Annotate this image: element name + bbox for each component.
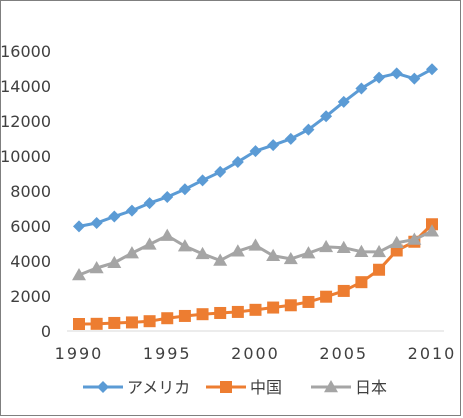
data-point: [320, 290, 333, 303]
data-point: [125, 204, 138, 217]
data-point: [124, 246, 139, 259]
data-point: [284, 299, 297, 312]
data-point: [161, 312, 174, 325]
x-tick-label: 1995: [143, 344, 192, 363]
data-point: [178, 309, 191, 322]
y-tick-label: 8000: [10, 182, 51, 201]
data-point: [389, 235, 404, 249]
legend-swatch-marker: [324, 380, 338, 393]
data-point: [73, 220, 85, 233]
data-point: [248, 238, 263, 251]
data-point: [355, 276, 368, 289]
data-point: [90, 217, 103, 230]
data-point: [196, 308, 209, 321]
data-point: [196, 174, 209, 187]
data-point: [231, 155, 244, 168]
data-point: [301, 246, 316, 259]
y-tick-label: 14000: [1, 77, 51, 96]
data-point: [108, 316, 121, 329]
data-point: [267, 139, 280, 152]
data-point: [302, 123, 315, 136]
data-point: [107, 255, 122, 268]
data-point: [354, 244, 369, 257]
data-point: [108, 210, 121, 223]
data-point: [73, 318, 85, 330]
data-point: [372, 244, 387, 258]
data-point: [390, 67, 403, 80]
x-tick-label: 2000: [231, 344, 280, 363]
y-axis-ticks: 0 2000 4000 6000 8000 10000 12000 14000 16000: [1, 42, 51, 341]
data-point: [142, 237, 157, 250]
legend-swatch-marker: [97, 381, 109, 393]
series-diamond: [73, 63, 438, 233]
data-point: [161, 190, 174, 203]
data-point: [319, 239, 334, 253]
data-point: [284, 132, 297, 145]
data-point: [160, 228, 175, 241]
data-point: [249, 303, 262, 316]
data-point: [214, 165, 227, 178]
legend-label: 日本: [355, 378, 387, 397]
series-square: [73, 218, 438, 330]
y-tick-label: 6000: [10, 217, 51, 236]
data-point: [267, 301, 280, 314]
data-point: [302, 295, 315, 308]
legend-item: 中国: [206, 378, 282, 397]
data-point: [143, 197, 156, 210]
data-point: [408, 72, 421, 85]
legend-label: アメリカ: [127, 378, 190, 397]
data-point: [426, 63, 438, 76]
data-point: [143, 315, 156, 328]
data-point: [407, 232, 422, 245]
x-tick-label: 1990: [55, 344, 104, 363]
y-tick-label: 4000: [10, 252, 51, 271]
y-tick-label: 2000: [10, 287, 51, 306]
x-tick-label: 2010: [408, 344, 457, 363]
data-point: [337, 95, 350, 108]
data-point: [425, 224, 439, 237]
y-tick-label: 12000: [1, 112, 51, 131]
y-tick-label: 10000: [1, 147, 51, 166]
data-point: [283, 251, 298, 265]
legend-item: アメリカ: [83, 378, 190, 397]
data-point: [178, 183, 191, 196]
legend: アメリカ 中国 日本: [83, 378, 387, 397]
data-point: [266, 248, 281, 261]
data-point: [177, 239, 192, 252]
data-point: [125, 316, 138, 329]
y-tick-label: 0: [41, 322, 51, 341]
legend-swatch-marker: [220, 381, 232, 393]
data-point: [231, 305, 244, 318]
data-point: [373, 71, 386, 84]
series-layer: [72, 63, 439, 330]
data-point: [72, 268, 86, 281]
data-point: [249, 145, 262, 158]
data-point: [336, 240, 351, 253]
data-point: [230, 244, 245, 257]
legend-item: 日本: [311, 378, 387, 397]
data-point: [355, 82, 368, 95]
data-point: [214, 306, 227, 319]
data-point: [90, 317, 103, 330]
data-point: [89, 261, 104, 274]
y-tick-label: 16000: [1, 42, 51, 61]
legend-label: 中国: [250, 378, 282, 397]
data-point: [373, 263, 386, 276]
series-triangle: [72, 224, 439, 281]
data-point: [320, 110, 333, 123]
x-axis-ticks: 1990 1995 2000 2005 2010: [55, 344, 457, 363]
data-point: [195, 246, 210, 260]
x-tick-label: 2005: [319, 344, 368, 363]
data-point: [337, 284, 350, 297]
data-point: [213, 253, 228, 266]
